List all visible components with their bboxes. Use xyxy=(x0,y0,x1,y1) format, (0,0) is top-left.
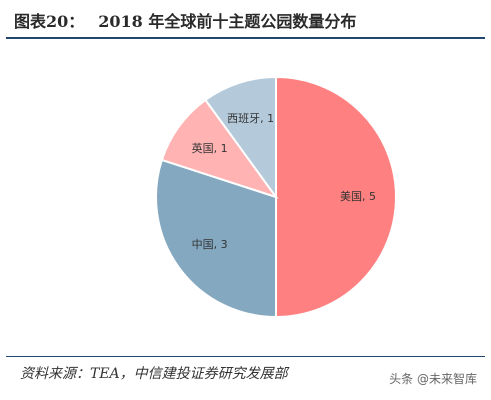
data-label-3: 西班牙, 1 xyxy=(227,112,274,125)
pie-slice-1 xyxy=(155,158,277,319)
chart-title: 2018 年全球前十主题公园数量分布 xyxy=(98,12,357,31)
pie-slice-3 xyxy=(204,75,277,201)
watermark: 头条 @未来智库 xyxy=(389,372,477,386)
figure-title: 图表20： 2018 年全球前十主题公园数量分布 xyxy=(14,6,356,34)
data-label-1: 中国, 3 xyxy=(192,238,228,251)
pie-slice-2 xyxy=(160,98,279,199)
bottom-divider xyxy=(6,356,485,357)
top-divider xyxy=(6,37,485,39)
data-label-2: 英国, 1 xyxy=(192,141,228,155)
pie-slice-0 xyxy=(275,75,397,319)
figure-label: 图表20： xyxy=(14,12,85,31)
data-label-0: 美国, 5 xyxy=(340,190,376,203)
source-note: 资料来源：TEA，中信建投证券研究发展部 xyxy=(20,366,288,382)
